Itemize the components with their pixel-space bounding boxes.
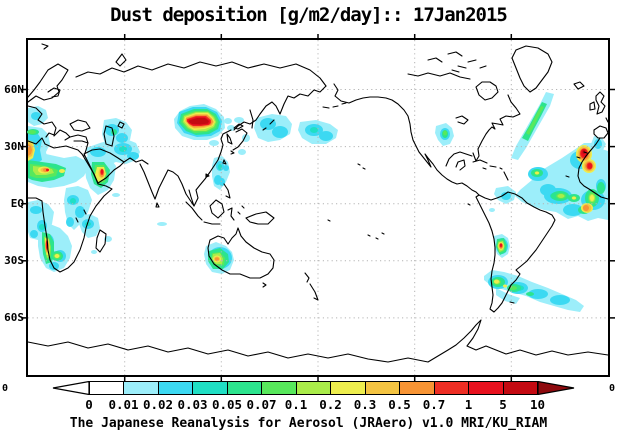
- colorbar-tick-label: 0.02: [142, 397, 174, 412]
- axis-ticks: [21, 34, 615, 381]
- colorbar-tick-label: 0.07: [246, 397, 277, 412]
- colorbar-tick-label: 1: [464, 397, 473, 412]
- gridlines: [28, 40, 608, 375]
- colorbar-tick-label: 0.5: [388, 397, 411, 412]
- map-frame: [21, 34, 615, 381]
- colorbar-labels: 0 0.01 0.02 0.03 0.05 0.07 0.1 0.2 0.3 0.5 0.7 1 5 10: [52, 381, 574, 412]
- chart-title: Dust deposition [g/m2/day]:: 17Jan2015: [110, 4, 508, 26]
- world-map: [21, 34, 615, 381]
- colorbar-tick-label: 5: [499, 397, 507, 412]
- colorbar-tick-label: 0.03: [177, 397, 208, 412]
- colorbar-segments: [89, 381, 539, 395]
- colorbar-tick-label: 0.01: [108, 397, 139, 412]
- colorbar-tick-label: 0.7: [422, 397, 446, 412]
- colorbar-tick-label: 0.1: [284, 397, 308, 412]
- colorbar-tick-label: 0: [85, 397, 93, 412]
- coastlines: [27, 43, 609, 363]
- colorbar-right-arrow: [538, 381, 575, 395]
- lat-label-30s: 30S: [4, 254, 24, 267]
- colorbar: 0 0.01 0.02 0.03 0.05 0.07 0.1 0.2 0.3 0.5 0.7 1 5 10: [52, 381, 575, 412]
- lon-label-left: 0: [2, 383, 9, 394]
- colorbar-tick-label: 0.05: [211, 397, 243, 412]
- lat-label-eq: EQ: [10, 197, 24, 210]
- colorbar-tick-label: 0.2: [319, 397, 342, 412]
- colorbar-tick-label: 0.3: [353, 397, 377, 412]
- lat-label-60n: 60N: [4, 83, 24, 96]
- colorbar-tick-label: 10: [529, 397, 546, 412]
- lat-label-60s: 60S: [4, 311, 24, 324]
- figure-caption: The Japanese Reanalysis for Aerosol (JRA…: [69, 416, 548, 431]
- lon-label-right: 0: [609, 383, 616, 394]
- lat-label-30n: 30N: [4, 140, 24, 153]
- dust-shading: [27, 92, 608, 312]
